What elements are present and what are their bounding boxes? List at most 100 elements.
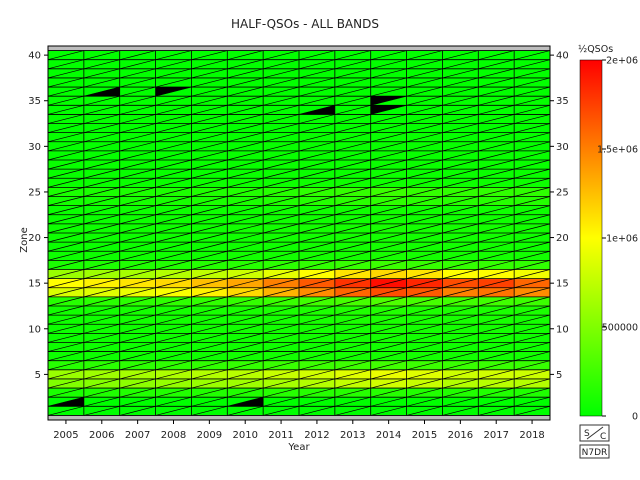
grid-line-diagonal	[478, 387, 515, 398]
grid-line-diagonal	[370, 196, 407, 206]
grid-line-diagonal	[155, 250, 192, 261]
grid-line-diagonal	[478, 378, 515, 389]
grid-line-diagonal	[191, 177, 228, 188]
grid-line-diagonal	[47, 50, 84, 61]
grid-line-diagonal	[442, 342, 479, 352]
grid-line-diagonal	[191, 141, 228, 152]
grid-line-diagonal	[155, 360, 192, 371]
grid-line-diagonal	[334, 196, 371, 206]
grid-line-diagonal	[119, 95, 156, 106]
grid-line-diagonal	[406, 177, 443, 188]
grid-line-diagonal	[119, 287, 156, 298]
grid-line-diagonal	[119, 141, 156, 152]
grid-line-diagonal	[263, 278, 300, 289]
grid-line-diagonal	[155, 232, 192, 243]
x-tick-label: 2009	[197, 430, 222, 441]
grid-line-diagonal	[478, 260, 515, 270]
y-tick-label: 15	[28, 279, 41, 290]
grid-line-diagonal	[47, 104, 84, 115]
grid-line-diagonal	[406, 59, 443, 70]
grid-line-diagonal	[406, 387, 443, 398]
grid-line-diagonal	[442, 168, 479, 179]
grid-line-diagonal	[478, 123, 515, 133]
grid-line-diagonal	[83, 123, 120, 133]
grid-line-diagonal	[191, 114, 228, 124]
y-tick-label: 35	[28, 96, 41, 107]
grid-line-diagonal	[334, 305, 371, 316]
grid-line-diagonal	[263, 387, 300, 398]
grid-line-diagonal	[442, 150, 479, 161]
grid-line-diagonal	[47, 196, 84, 206]
grid-line-diagonal	[478, 342, 515, 352]
grid-line-diagonal	[227, 250, 264, 261]
grid-line-diagonal	[514, 123, 551, 133]
grid-line-diagonal	[334, 77, 371, 88]
grid-line-diagonal	[298, 323, 335, 334]
grid-line-diagonal	[191, 333, 228, 343]
x-tick-label: 2016	[448, 430, 473, 441]
grid-line-diagonal	[334, 387, 371, 398]
grid-line-diagonal	[119, 232, 156, 243]
grid-line-diagonal	[263, 360, 300, 371]
grid-line-diagonal	[514, 50, 551, 61]
grid-line-diagonal	[263, 150, 300, 161]
grid-line-diagonal	[227, 241, 264, 252]
grid-line-diagonal	[155, 59, 192, 70]
grid-line-diagonal	[119, 378, 156, 389]
grid-line-diagonal	[155, 50, 192, 61]
grid-line-diagonal	[514, 232, 551, 243]
grid-line-diagonal	[406, 95, 443, 106]
grid-line-diagonal	[514, 196, 551, 206]
grid-line-diagonal	[83, 333, 120, 343]
grid-line-diagonal	[442, 333, 479, 343]
grid-line-diagonal	[119, 387, 156, 398]
grid-line-diagonal	[406, 278, 443, 289]
grid-line-diagonal	[227, 159, 264, 170]
grid-line-diagonal	[227, 378, 264, 389]
x-tick-label: 2012	[304, 430, 329, 441]
grid-line-diagonal	[263, 287, 300, 298]
grid-line-diagonal	[47, 369, 84, 380]
grid-line-diagonal	[334, 159, 371, 170]
grid-line-diagonal	[406, 342, 443, 352]
grid-line-diagonal	[83, 369, 120, 380]
grid-line-diagonal	[83, 168, 120, 179]
grid-line-diagonal	[514, 114, 551, 124]
grid-line-diagonal	[298, 232, 335, 243]
x-tick-label: 2018	[519, 430, 544, 441]
grid-line-diagonal	[191, 159, 228, 170]
grid-line-diagonal	[442, 250, 479, 261]
grid-line-diagonal	[370, 405, 407, 416]
grid-line-diagonal	[47, 205, 84, 216]
grid-line-diagonal	[83, 360, 120, 371]
grid-line-diagonal	[155, 205, 192, 216]
grid-line-diagonal	[334, 86, 371, 97]
grid-line-diagonal	[478, 114, 515, 124]
grid-line-diagonal	[478, 59, 515, 70]
grid-line-diagonal	[47, 278, 84, 289]
grid-line-diagonal	[191, 59, 228, 70]
y-tick-label-right: 40	[556, 51, 569, 62]
grid-line-diagonal	[442, 196, 479, 206]
grid-line-diagonal	[119, 223, 156, 234]
grid-line-diagonal	[47, 223, 84, 234]
grid-line-diagonal	[442, 378, 479, 389]
grid-line-diagonal	[119, 305, 156, 316]
grid-line-diagonal	[263, 232, 300, 243]
grid-line-diagonal	[263, 86, 300, 97]
grid-line-diagonal	[406, 351, 443, 362]
grid-line-diagonal	[334, 314, 371, 325]
grid-line-diagonal	[227, 177, 264, 188]
grid-line-diagonal	[298, 269, 335, 279]
grid-line-diagonal	[370, 314, 407, 325]
grid-line-diagonal	[442, 177, 479, 188]
grid-line-diagonal	[227, 205, 264, 216]
grid-line-diagonal	[370, 260, 407, 270]
grid-line-diagonal	[298, 351, 335, 362]
grid-line-diagonal	[298, 387, 335, 398]
grid-line-diagonal	[370, 305, 407, 316]
grid-line-diagonal	[406, 132, 443, 143]
grid-line-diagonal	[191, 323, 228, 334]
grid-line-diagonal	[47, 296, 84, 307]
no-data-triangles	[48, 87, 407, 407]
